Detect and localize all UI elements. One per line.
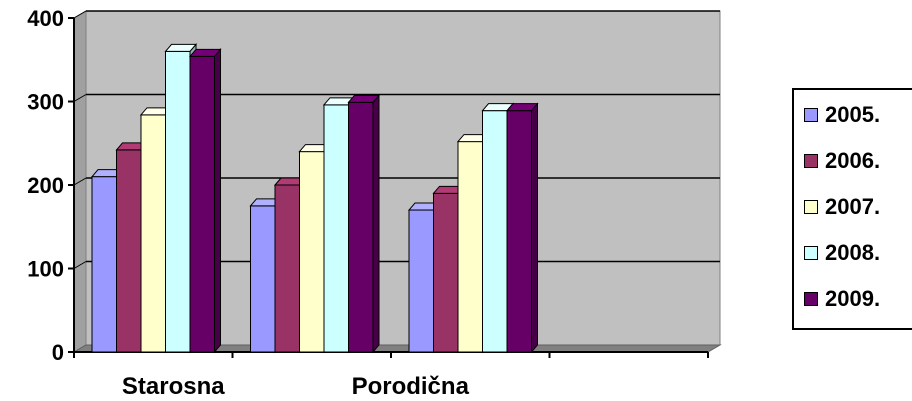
bar-side	[531, 102, 538, 354]
y-tick-label: 200	[27, 173, 64, 198]
bar-side	[372, 93, 380, 354]
gridline-side	[73, 261, 87, 269]
bar-front	[348, 101, 374, 353]
legend-item: 2007.	[804, 194, 880, 220]
bar-front	[299, 151, 325, 353]
legend-label: 2008.	[825, 240, 881, 265]
gridline-side	[73, 10, 87, 19]
bar	[188, 48, 222, 354]
bar-front	[482, 110, 508, 353]
bar	[347, 93, 381, 354]
legend-swatch	[804, 246, 818, 260]
legend-swatch	[804, 108, 818, 122]
bars	[90, 43, 539, 354]
legend-label: 2006.	[825, 148, 881, 173]
gridline-side	[73, 94, 87, 102]
legend-item: 2008.	[804, 240, 880, 266]
legend-label: 2009.	[825, 286, 881, 311]
y-axis-ticks: 0 100 200 300 400	[27, 6, 64, 365]
legend-swatch	[804, 292, 818, 306]
legend-item: 2009.	[804, 286, 880, 312]
bar-front	[274, 184, 300, 353]
category-label: Starosna	[122, 373, 225, 400]
bar-side	[214, 48, 221, 354]
bar-front	[189, 55, 215, 353]
legend-swatch	[804, 154, 818, 168]
bar-front	[91, 176, 117, 353]
bar-front	[506, 110, 532, 353]
bar-front	[433, 192, 459, 353]
category-label: Porodična	[352, 373, 470, 400]
y-tick-label: 100	[27, 257, 64, 282]
y-tick-label: 0	[52, 340, 64, 365]
gridline-side	[73, 177, 87, 186]
bar-front	[140, 114, 166, 353]
bar-front	[457, 141, 483, 353]
bar-front	[250, 205, 276, 353]
bar	[505, 102, 539, 354]
legend: 2005. 2006. 2007. 2008. 2009.	[792, 88, 912, 330]
bar-front	[116, 149, 142, 353]
legend-label: 2007.	[825, 194, 881, 219]
y-tick-label: 400	[27, 6, 64, 31]
legend-item: 2005.	[804, 102, 880, 128]
bar-front	[408, 209, 434, 353]
legend-swatch	[804, 200, 818, 214]
legend-item: 2006.	[804, 148, 880, 174]
legend-label: 2005.	[825, 102, 881, 127]
x-axis-categories: Starosna Porodična	[122, 373, 470, 400]
bar-front	[165, 50, 191, 353]
bar-front	[323, 104, 349, 353]
y-tick-label: 300	[27, 90, 64, 115]
